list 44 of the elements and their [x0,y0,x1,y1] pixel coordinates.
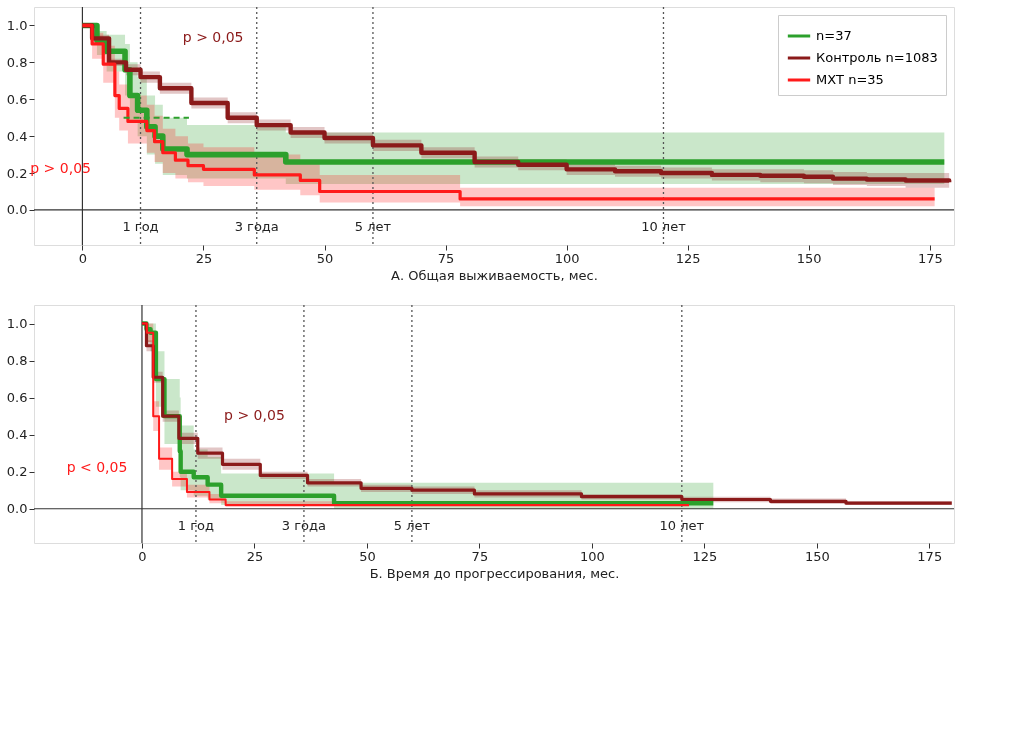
legend-label: Контроль n=1083 [816,50,938,65]
x-tick-label: 100 [554,250,580,266]
x-tick-label: 125 [692,548,718,564]
x-tick-label: 175 [917,250,943,266]
x-tick-label: 0 [138,548,147,564]
x-tick-label: 25 [195,250,213,266]
y-tick-label: 0.6 [6,91,28,107]
legend-label: МХТ n=35 [816,72,884,87]
x-tick-label: 175 [917,548,943,564]
x-tick-label: 125 [675,250,701,266]
ref-line-label: 3 года [281,517,326,533]
ref-line-label: 3 года [234,219,279,235]
x-axis-title: Б. Время до прогрессирования, мес. [369,565,620,581]
y-tick-label: 0.4 [6,128,28,144]
legend-label: n=37 [816,28,852,43]
y-tick-label: 0.8 [6,353,28,369]
annotation: p > 0,05 [182,29,244,46]
x-tick-label: 25 [246,548,264,564]
x-tick-label: 0 [78,250,88,266]
ref-line-label: 5 лет [354,219,392,235]
ref-line-label: 5 лет [393,517,431,533]
ref-line-label: 1 год [177,517,215,533]
y-tick-label: 0.2 [6,165,28,181]
y-tick-label: 1.0 [6,17,28,33]
y-tick-label: 0.8 [6,54,28,70]
y-tick-label: 0.6 [6,390,28,406]
y-tick-label: 0.2 [6,464,28,480]
y-tick-label: 0.0 [6,202,28,218]
annotation: p < 0,05 [66,458,128,475]
y-tick-label: 0.4 [6,427,28,443]
x-tick-label: 100 [579,548,605,564]
x-tick-label: 150 [796,250,822,266]
x-tick-label: 50 [359,548,376,564]
y-tick-label: 0.0 [6,501,28,517]
ref-line-label: 1 год [122,219,159,235]
x-tick-label: 75 [437,250,455,266]
x-axis-title: А. Общая выживаемость, мес. [391,267,598,283]
x-tick-label: 150 [804,548,830,564]
x-tick-label: 75 [471,548,489,564]
annotation: p > 0,05 [224,407,285,424]
x-tick-label: 50 [316,250,334,266]
y-tick-label: 1.0 [6,316,28,332]
ref-line-label: 10 лет [641,219,687,235]
ref-line-label: 10 лет [659,517,705,533]
